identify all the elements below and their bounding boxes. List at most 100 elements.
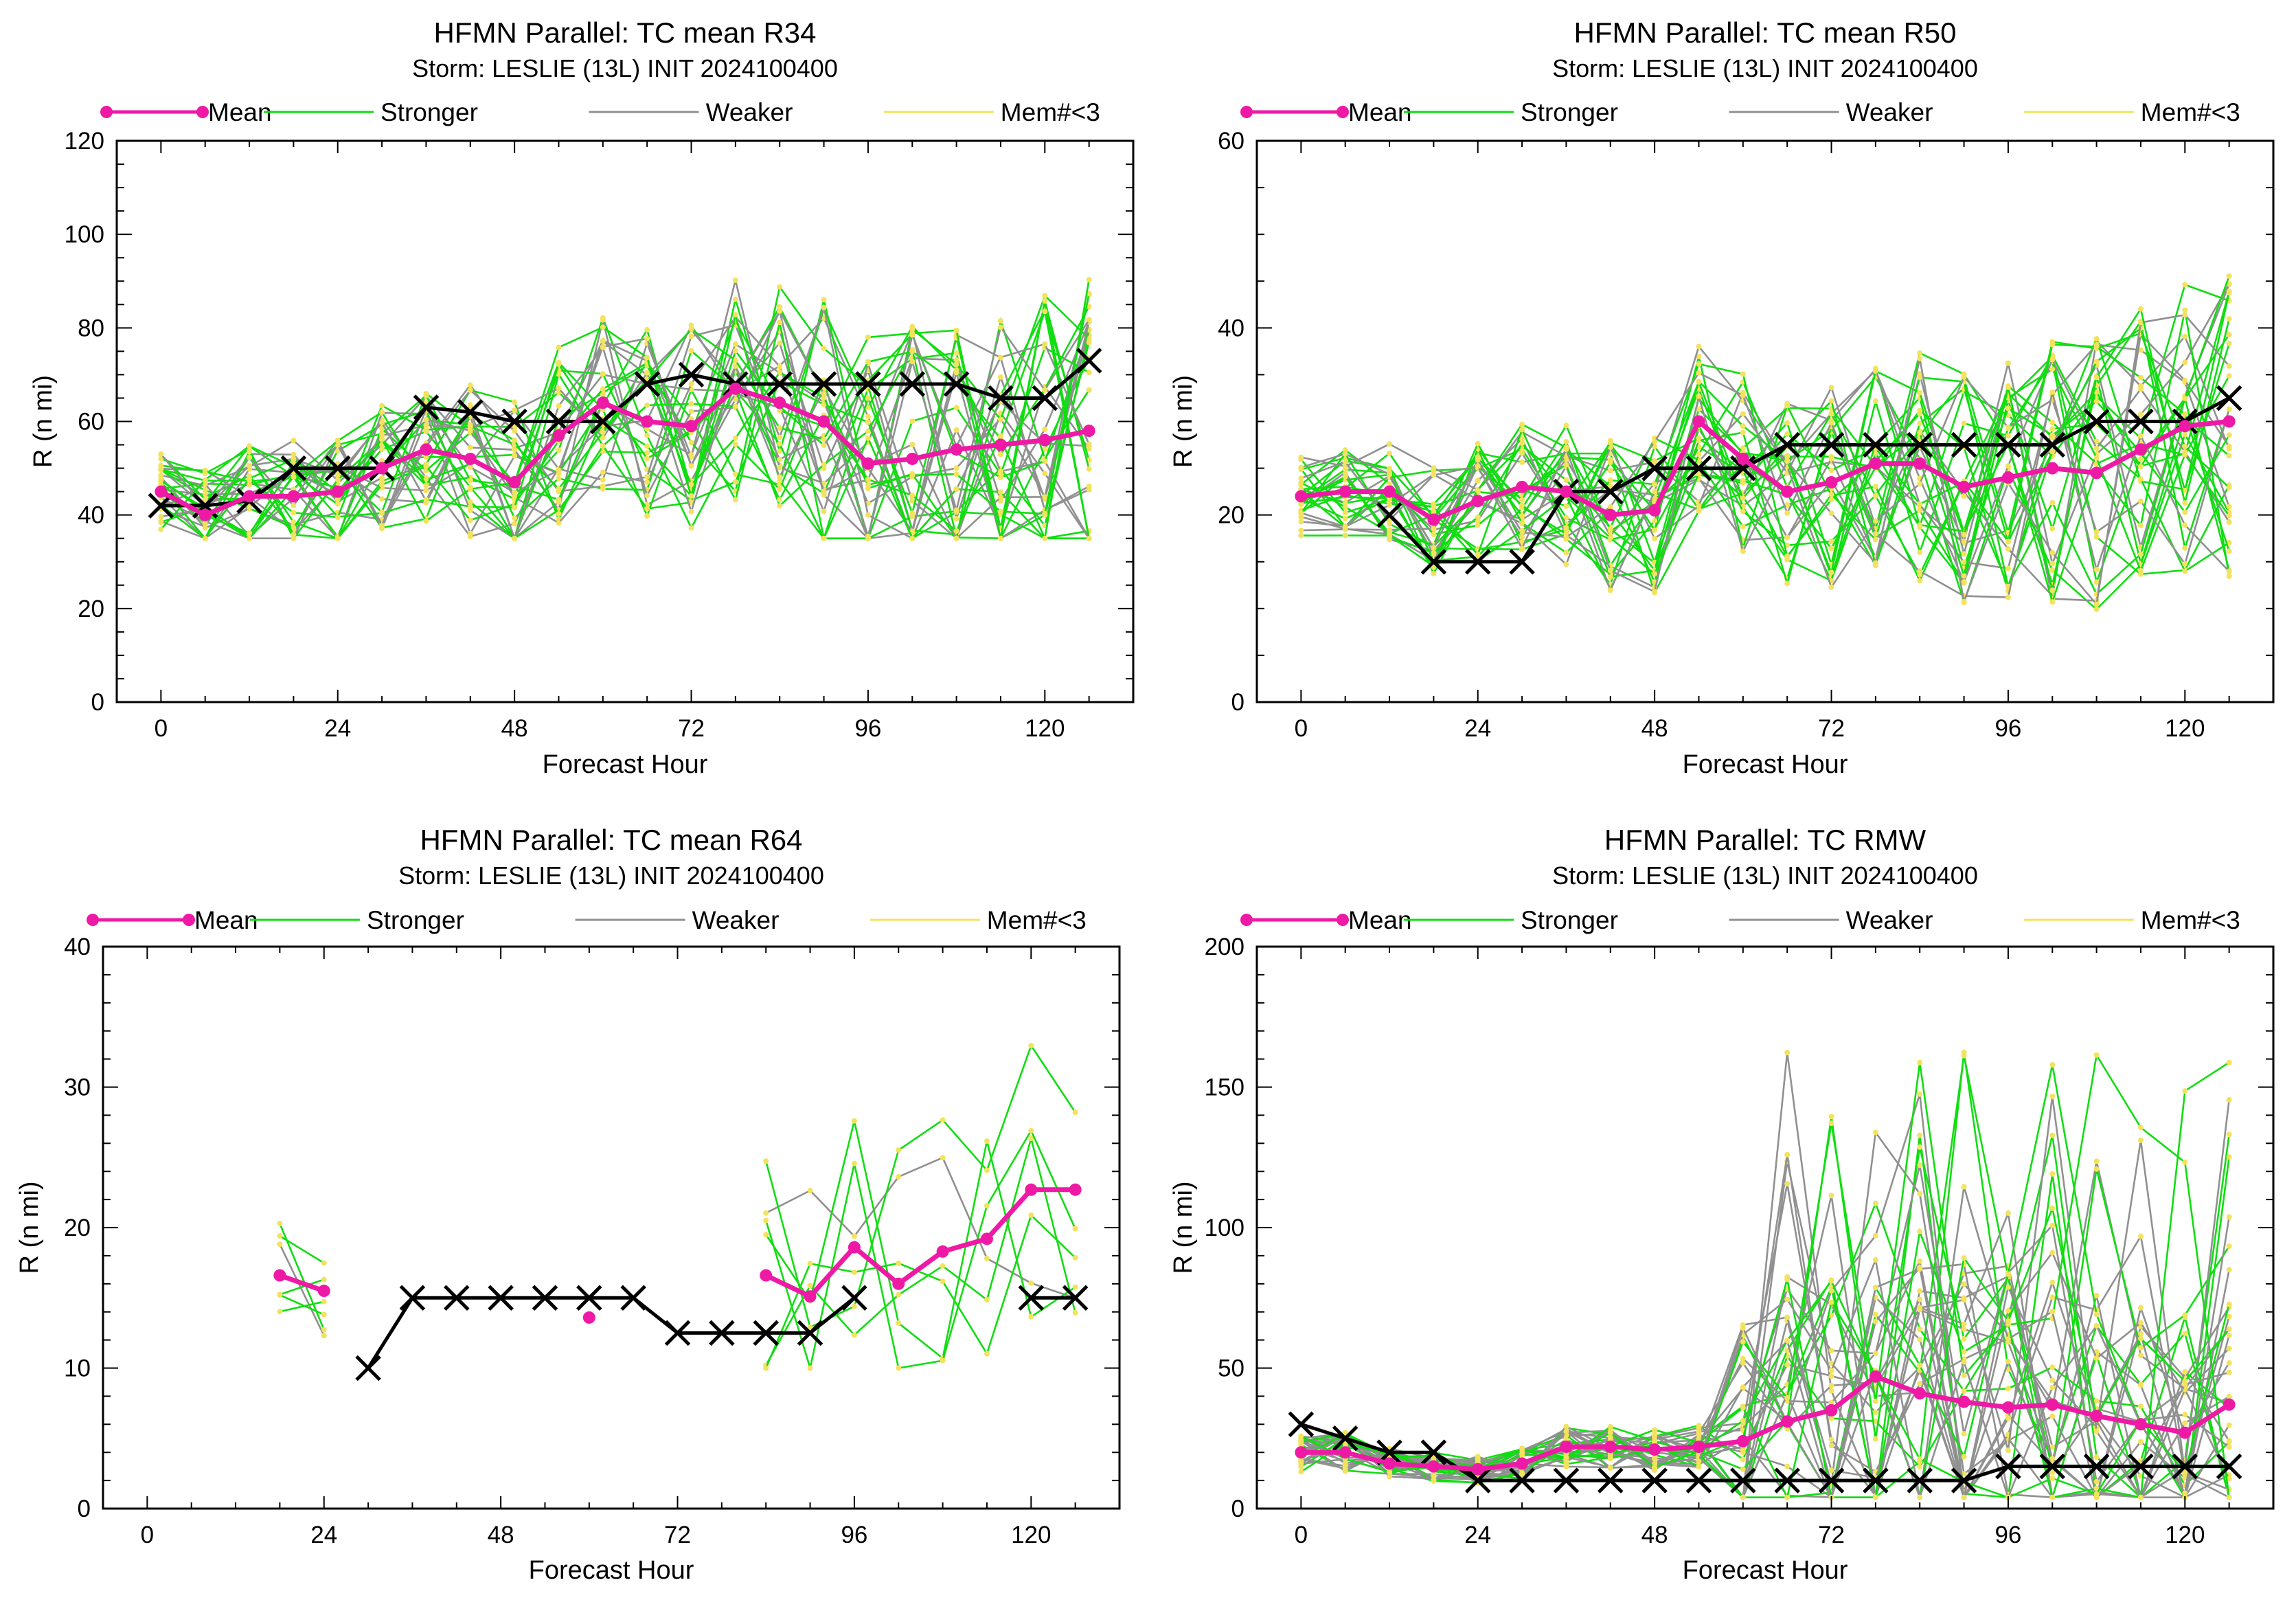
member-point xyxy=(644,474,650,480)
mean-point xyxy=(198,508,212,521)
member-point xyxy=(997,416,1003,422)
member-point xyxy=(379,420,385,426)
member-point xyxy=(467,402,473,408)
member-trace xyxy=(765,1213,1076,1369)
member-point xyxy=(1828,1373,1834,1379)
mean-point xyxy=(287,490,300,503)
member-point xyxy=(2226,316,2232,322)
x-tick-label: 48 xyxy=(488,1522,514,1548)
member-trace xyxy=(1300,1052,2230,1498)
member-point xyxy=(1342,447,1348,453)
member-point xyxy=(1740,1494,1746,1500)
member-point xyxy=(2182,411,2188,417)
member-point xyxy=(865,428,871,434)
member-point xyxy=(1431,526,1437,532)
member-point xyxy=(940,1263,946,1269)
best-track-marker xyxy=(1509,1467,1535,1493)
member-point xyxy=(1607,526,1613,532)
member-point xyxy=(1961,1454,1967,1460)
member-trace xyxy=(160,294,1090,540)
member-point xyxy=(291,510,297,516)
member-point xyxy=(1961,1494,1967,1500)
member-point xyxy=(2093,534,2100,540)
member-point xyxy=(2137,1494,2144,1500)
member-point xyxy=(556,344,562,350)
member-point xyxy=(1828,398,1834,404)
member-point xyxy=(865,476,871,482)
member-point xyxy=(2226,1313,2232,1320)
member-point xyxy=(247,530,253,536)
x-tick-label: 120 xyxy=(1011,1522,1051,1548)
legend: Mean Stronger Weaker Mem#<3 xyxy=(1240,906,2240,934)
legend-weaker-label: Weaker xyxy=(706,98,793,126)
member-point xyxy=(1961,1255,1967,1261)
member-point xyxy=(2226,443,2232,449)
member-point xyxy=(2182,509,2188,515)
member-point xyxy=(1961,493,1967,499)
member-point xyxy=(865,533,871,539)
member-point xyxy=(467,486,473,492)
member-point xyxy=(2005,463,2011,469)
member-trace xyxy=(160,339,1090,540)
mean-point xyxy=(1781,1415,1794,1428)
member-point xyxy=(334,438,341,444)
plot-frame xyxy=(102,945,1121,1510)
member-point xyxy=(1828,545,1834,552)
best-track-marker xyxy=(1018,1285,1045,1311)
member-point xyxy=(1740,423,1746,429)
member-point xyxy=(1917,1456,1923,1462)
member-point xyxy=(2049,599,2056,605)
member-point xyxy=(556,520,562,526)
member-point xyxy=(940,1117,946,1123)
member-point xyxy=(1342,515,1348,521)
member-point xyxy=(1042,471,1048,477)
member-point xyxy=(2137,1382,2144,1388)
best-track-marker xyxy=(1685,1467,1712,1493)
best-track-marker xyxy=(501,408,527,435)
member-point xyxy=(2226,484,2232,490)
member-point xyxy=(467,387,473,393)
member-point xyxy=(1563,1463,1569,1469)
legend-mean-label: Mean xyxy=(1348,98,1412,126)
member-point xyxy=(777,497,783,503)
member-point xyxy=(1784,403,1791,409)
mean-point xyxy=(1913,1387,1926,1400)
best-track-marker xyxy=(797,1320,823,1346)
member-point xyxy=(1519,427,1525,433)
member-point xyxy=(644,402,650,408)
member-point xyxy=(2093,374,2100,381)
member-point xyxy=(2049,1384,2056,1390)
member-point xyxy=(732,341,738,347)
member-point xyxy=(1696,379,1702,385)
mean-point xyxy=(1082,425,1095,438)
best-track-marker xyxy=(324,455,351,482)
member-point xyxy=(1872,1351,1878,1357)
mean-point xyxy=(2179,1426,2192,1439)
member-point xyxy=(423,488,429,494)
member-point xyxy=(1042,308,1048,315)
member-point xyxy=(1917,1258,1923,1264)
member-point xyxy=(1872,1200,1878,1206)
member-point xyxy=(467,382,473,388)
member-point xyxy=(1784,510,1791,516)
member-point xyxy=(644,432,650,438)
member-point xyxy=(1740,1447,1746,1453)
member-point xyxy=(1563,422,1569,429)
member-point xyxy=(1431,465,1437,471)
mean-point xyxy=(980,1232,993,1245)
member-point xyxy=(2049,1093,2056,1099)
member-point xyxy=(732,296,738,302)
member-point xyxy=(953,357,959,363)
member-point xyxy=(556,497,562,503)
best-track-marker xyxy=(1730,1467,1756,1493)
member-point xyxy=(2226,504,2232,510)
member-point xyxy=(321,1276,327,1283)
chart-panel-3: HFMN Parallel: TC mean R64 Storm: LESLIE … xyxy=(15,824,1121,1585)
mean-line xyxy=(159,385,1090,518)
member-point xyxy=(1872,560,1878,566)
mean-point xyxy=(641,415,654,428)
member-point xyxy=(2005,1284,2011,1290)
member-point xyxy=(1042,293,1048,299)
best-track-marker xyxy=(1032,385,1058,411)
member-point xyxy=(1696,406,1702,412)
